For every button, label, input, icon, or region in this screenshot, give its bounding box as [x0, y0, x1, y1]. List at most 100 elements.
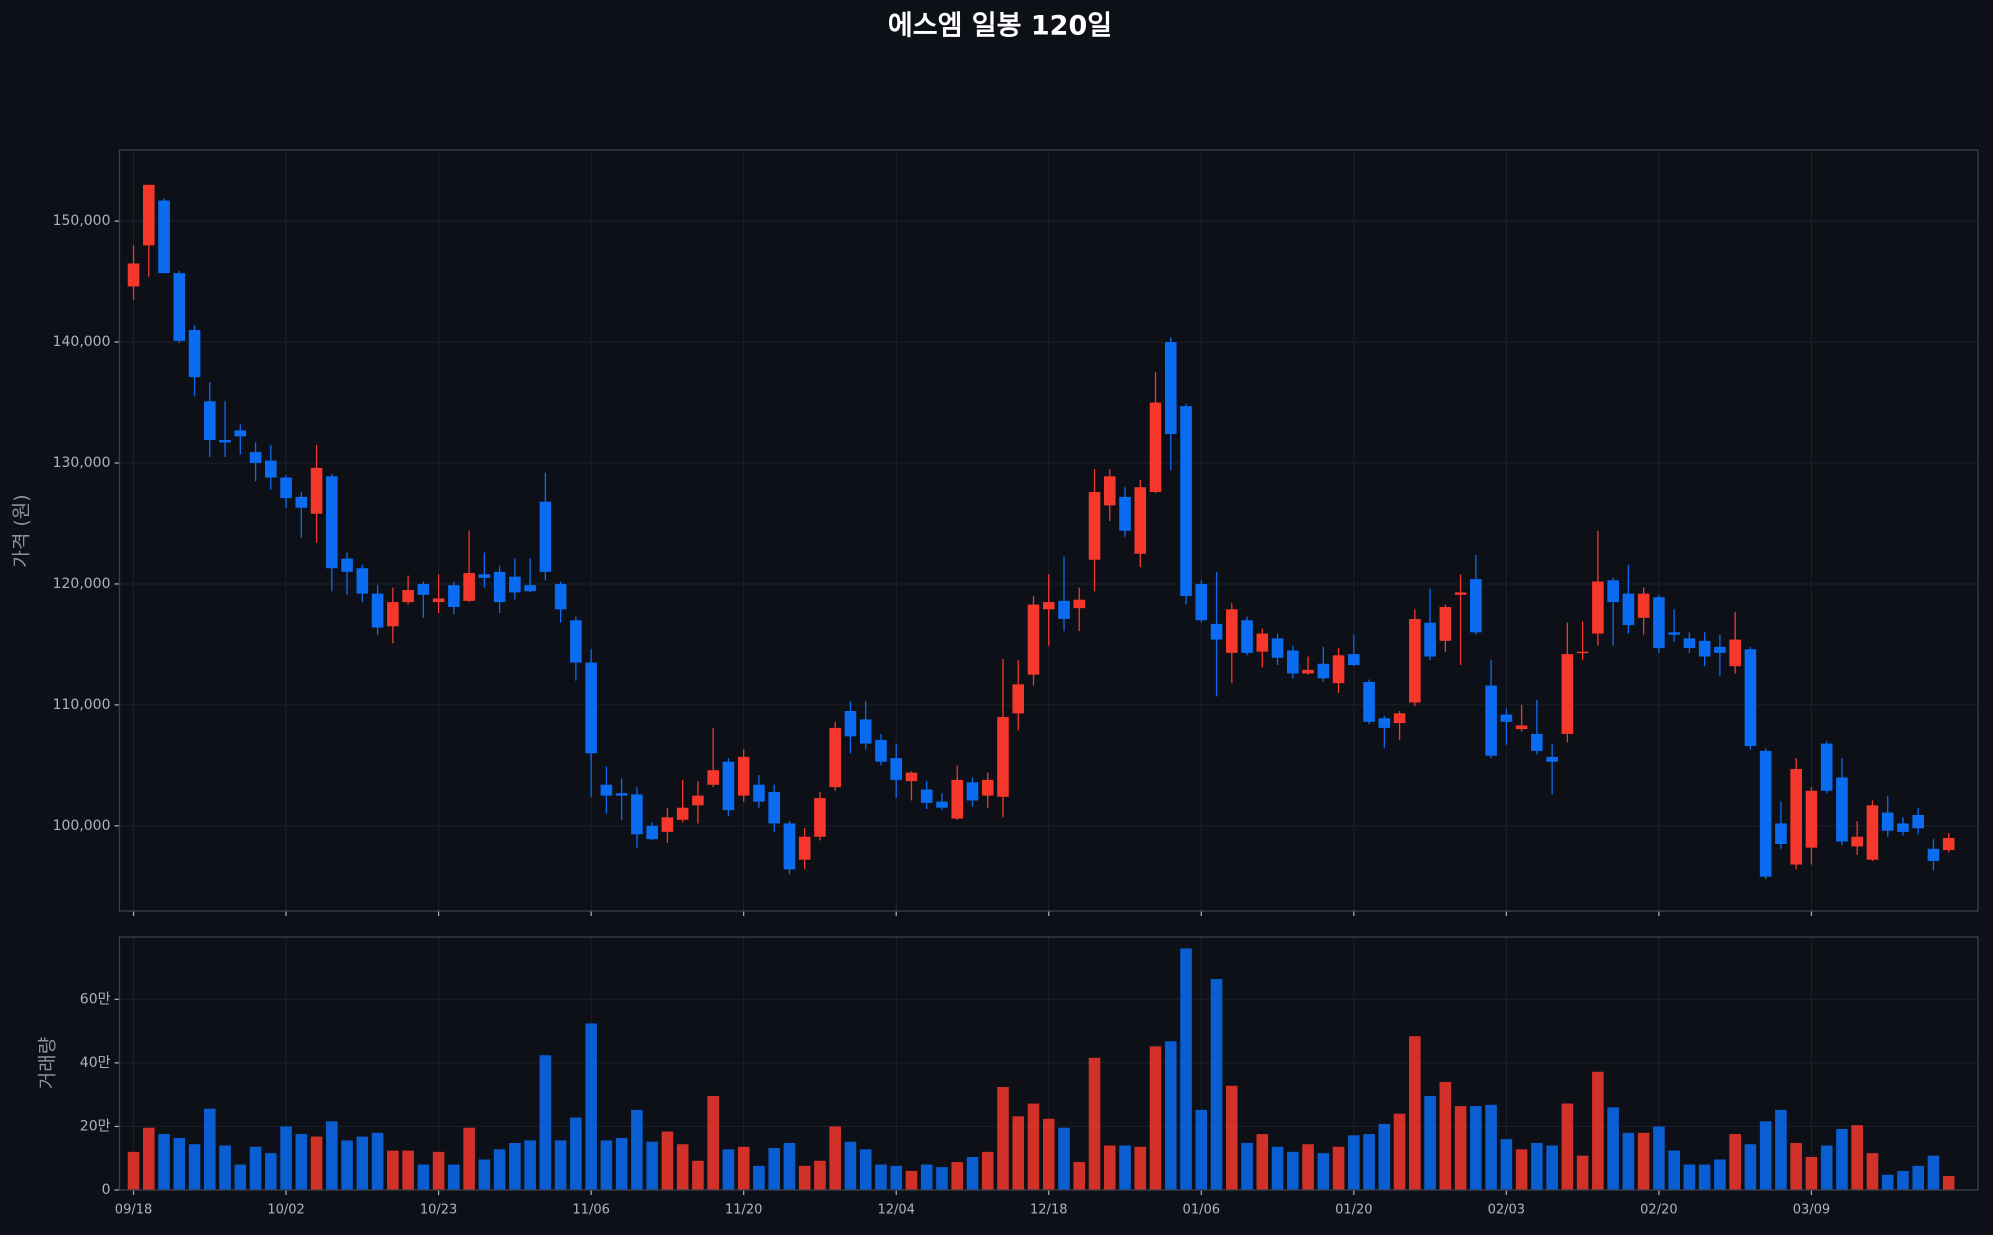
y-tick-label: 150,000: [53, 213, 111, 229]
volume-bar: [1287, 1151, 1299, 1190]
volume-bar: [1180, 948, 1192, 1190]
candle-body: [1607, 580, 1619, 603]
volume-bar: [280, 1126, 292, 1190]
volume-bar: [234, 1164, 247, 1190]
x-tick-label: 09/18: [115, 1203, 152, 1218]
volume-bar: [341, 1140, 353, 1190]
candle-body: [1012, 684, 1025, 714]
volume-bar: [570, 1117, 582, 1190]
volume-bar: [326, 1121, 338, 1190]
candle-body: [1790, 769, 1802, 865]
candle-body: [1225, 609, 1238, 653]
candle-body: [585, 662, 597, 754]
y-tick-label: 100,000: [53, 818, 111, 834]
candle-body: [1775, 823, 1787, 844]
x-tick-label: 01/06: [1183, 1203, 1220, 1218]
candle-body: [1241, 620, 1253, 653]
volume-bar: [1805, 1156, 1818, 1190]
candle-body: [859, 719, 872, 744]
volume-bar: [783, 1142, 796, 1190]
volume-bar: [676, 1144, 689, 1190]
candle-body: [783, 823, 796, 870]
candle-body: [570, 620, 582, 663]
candle-body: [798, 836, 811, 860]
candle-body: [341, 558, 353, 572]
volume-bar: [1424, 1095, 1436, 1190]
volume-bar: [1897, 1170, 1909, 1190]
volume-bar: [1058, 1127, 1070, 1190]
volume-bar: [1729, 1134, 1741, 1190]
candle-body: [981, 779, 994, 796]
candle-body: [539, 501, 552, 572]
y-tick-label: 130,000: [53, 455, 111, 471]
volume-bar: [615, 1137, 628, 1190]
volume-bar: [1744, 1144, 1757, 1190]
volume-bar: [859, 1149, 872, 1190]
x-tick-label: 02/20: [1640, 1203, 1677, 1218]
candle-body: [1622, 593, 1635, 626]
candle-body: [1058, 600, 1070, 620]
candle-body: [524, 585, 536, 592]
volume-bar: [1454, 1106, 1467, 1190]
candle-body: [417, 583, 430, 595]
candle-body: [127, 263, 140, 287]
volume-bar: [1027, 1103, 1040, 1190]
volume-bar: [1820, 1145, 1833, 1190]
volume-bar: [981, 1151, 994, 1190]
candle-body: [1851, 836, 1863, 847]
volume-bar: [1088, 1057, 1101, 1190]
candle-body: [722, 761, 735, 811]
candle-body: [448, 585, 460, 607]
volume-bar: [158, 1134, 170, 1190]
volume-bar: [173, 1137, 186, 1190]
volume-bar: [905, 1170, 918, 1190]
candle-body: [814, 798, 826, 837]
volume-bar: [1485, 1104, 1497, 1190]
volume-bar: [722, 1149, 735, 1190]
volume-bar: [1439, 1081, 1452, 1190]
candle-body: [188, 329, 201, 378]
plot-frame: [118, 936, 1979, 1191]
volume-bar: [1759, 1121, 1772, 1190]
volume-bar: [1348, 1135, 1360, 1190]
candle-body: [1027, 604, 1040, 675]
candle-body: [509, 576, 521, 593]
candle-body: [432, 598, 445, 603]
candle-body: [1881, 812, 1894, 831]
candle-body: [1164, 342, 1177, 434]
candle-body: [1042, 602, 1055, 610]
volume-bar: [1912, 1165, 1925, 1190]
candle-body: [1836, 777, 1848, 842]
candle-body: [1912, 814, 1925, 829]
volume-bar: [493, 1149, 506, 1190]
volume-bar: [966, 1156, 979, 1190]
candle-body: [707, 770, 719, 785]
volume-bar: [1500, 1139, 1513, 1190]
candle-body: [1531, 733, 1543, 751]
candle-body: [356, 568, 369, 594]
volume-bar: [417, 1164, 430, 1190]
volume-bar: [951, 1162, 964, 1190]
x-tick-label: 02/03: [1488, 1203, 1525, 1218]
volume-bar: [875, 1164, 887, 1190]
candle-body: [1424, 622, 1436, 657]
volume-bar: [1210, 978, 1223, 1190]
y-tick-label: 40만: [80, 1055, 111, 1071]
y-tick-label: 120,000: [53, 576, 111, 592]
candle-body: [905, 772, 918, 782]
candle-body: [371, 593, 384, 628]
candle-body: [1393, 713, 1406, 724]
candle-body: [1668, 632, 1680, 635]
volume-bar: [631, 1109, 643, 1190]
volume-bar: [1332, 1146, 1345, 1190]
candle-body: [1866, 805, 1879, 860]
volume-bar: [188, 1144, 201, 1190]
chart-title: 에스엠 일봉 120일: [888, 11, 1112, 42]
x-tick-label: 11/20: [725, 1203, 762, 1218]
y-tick-label: 110,000: [53, 697, 111, 713]
volume-bar: [798, 1165, 811, 1190]
candle-body: [1637, 593, 1650, 618]
candle-body: [295, 496, 308, 508]
volume-bar: [829, 1126, 841, 1190]
